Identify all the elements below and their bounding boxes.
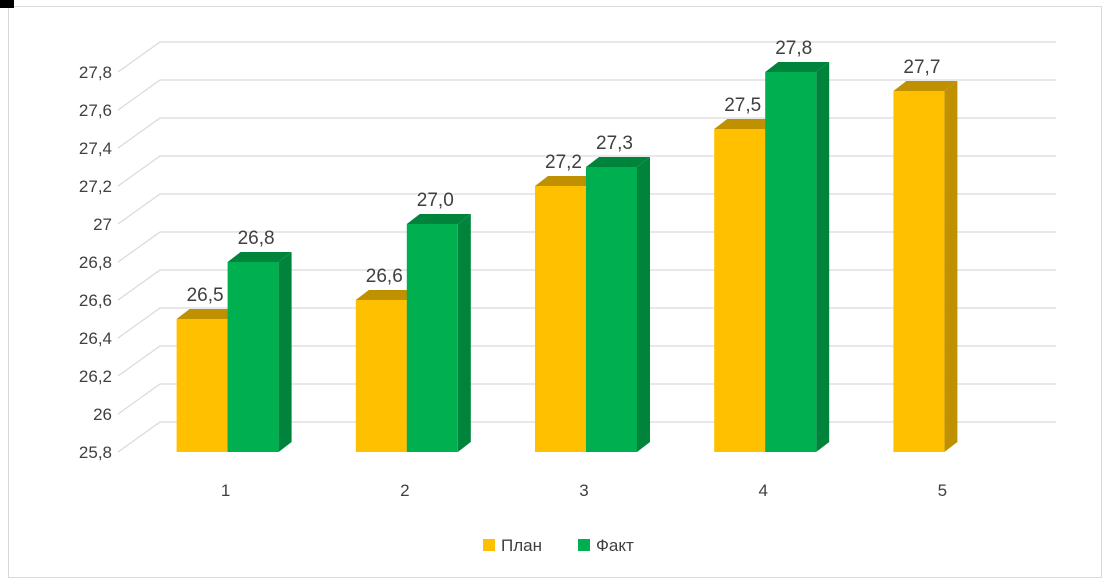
- bar-top: [406, 214, 471, 224]
- legend-label: Факт: [596, 536, 634, 555]
- bar-top: [176, 309, 241, 319]
- x-tick-label: 1: [221, 481, 230, 500]
- corner-mark: [0, 0, 14, 8]
- legend-swatch: [578, 539, 590, 551]
- y-tick-label: 26,4: [79, 329, 112, 348]
- data-label: 26,8: [238, 228, 275, 249]
- data-label: 27,7: [903, 57, 940, 78]
- bar-top: [227, 252, 292, 262]
- y-tick-label: 27,4: [79, 139, 112, 158]
- y-tick-label: 26,2: [79, 367, 112, 386]
- bar: [355, 300, 407, 452]
- data-label: 27,3: [596, 133, 633, 154]
- bar-top: [586, 157, 650, 167]
- bar-top: [535, 176, 599, 186]
- bar: [714, 129, 766, 452]
- gridline: [117, 79, 1056, 111]
- bar: [176, 319, 228, 452]
- gridline: [117, 41, 1056, 73]
- y-tick-label: 25,8: [79, 443, 112, 462]
- y-tick-label: 27,8: [79, 63, 112, 82]
- y-tick-label: 26,8: [79, 253, 112, 272]
- legend-label: План: [501, 536, 542, 555]
- data-label: 27,8: [775, 38, 812, 59]
- y-tick-label: 27: [93, 215, 112, 234]
- y-tick-label: 27,2: [79, 177, 112, 196]
- bar: [765, 72, 817, 452]
- bar: [586, 167, 637, 452]
- bar: [535, 186, 586, 452]
- bar-side: [278, 252, 292, 452]
- data-labels: 26,5 26,8 26,6 27,0 27,2 27,3 27,5 27,8 27,7: [187, 38, 941, 306]
- bar-side: [457, 214, 471, 452]
- data-label: 27,5: [724, 95, 761, 116]
- legend: План Факт: [483, 536, 634, 555]
- x-tick-label: 2: [400, 481, 409, 500]
- x-tick-label: 3: [579, 481, 588, 500]
- data-label: 26,6: [366, 266, 403, 287]
- bar-top: [893, 81, 958, 91]
- bar-top: [765, 62, 830, 72]
- bar-side: [944, 81, 958, 452]
- bar: [893, 91, 945, 452]
- data-label: 26,5: [187, 285, 224, 306]
- x-tick-label: 5: [938, 481, 947, 500]
- gridline: [117, 117, 1056, 149]
- data-label: 27,0: [417, 190, 454, 211]
- y-axis-ticks: 25,8 26 26,2 26,4 26,6 26,8 27 27,2 27,4 27,6 27,8: [79, 63, 112, 462]
- bars: [176, 62, 958, 452]
- x-tick-label: 4: [758, 481, 767, 500]
- bar-side: [816, 62, 830, 452]
- y-tick-label: 27,6: [79, 101, 112, 120]
- bar: [227, 262, 279, 452]
- bar-top: [714, 119, 779, 129]
- bar-side: [637, 157, 650, 452]
- data-label: 27,2: [545, 152, 582, 173]
- legend-swatch: [483, 539, 495, 551]
- y-tick-label: 26: [93, 405, 112, 424]
- y-tick-label: 26,6: [79, 291, 112, 310]
- bar: [406, 224, 458, 452]
- x-axis-ticks: 1 2 3 4 5: [221, 481, 947, 500]
- bar-top: [355, 290, 420, 300]
